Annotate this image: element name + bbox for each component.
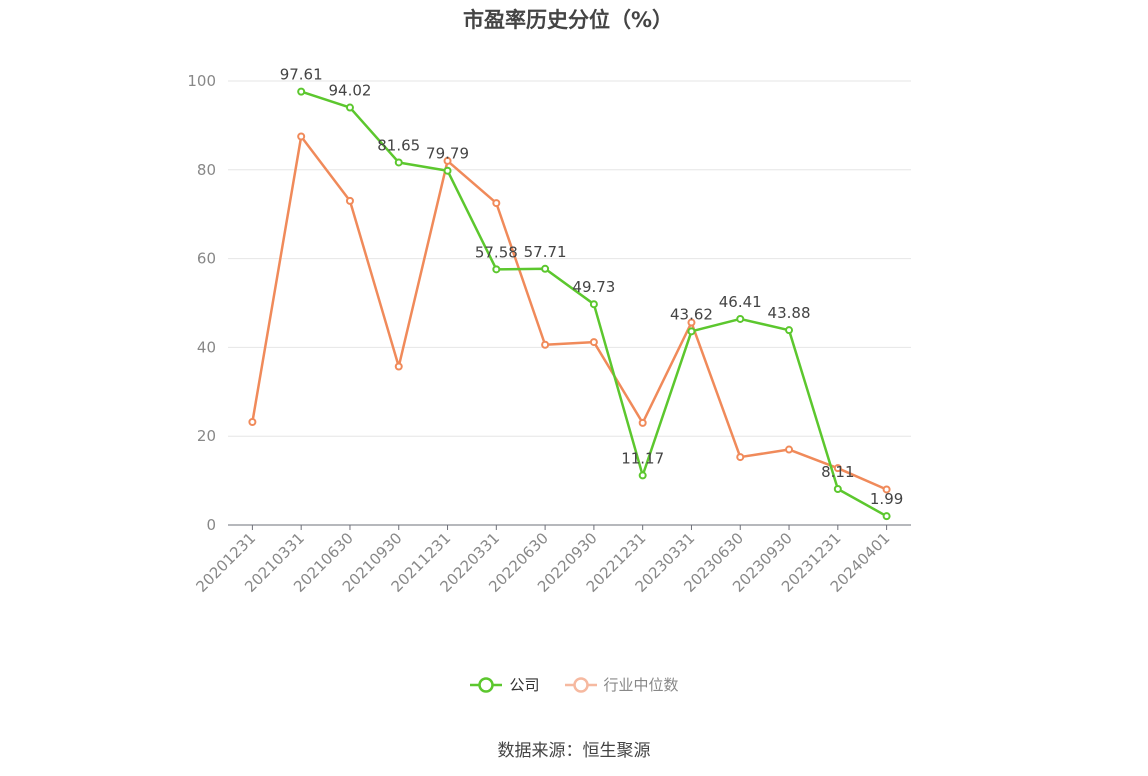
- data-label: 43.88: [768, 304, 811, 322]
- legend-label: 公司: [509, 676, 540, 694]
- legend-item-0[interactable]: 公司: [469, 674, 540, 695]
- data-point[interactable]: [882, 512, 891, 521]
- data-point[interactable]: [687, 327, 696, 336]
- data-label: 97.61: [280, 66, 323, 84]
- data-label: 8.11: [821, 463, 854, 481]
- y-tick-label: 20: [197, 427, 216, 445]
- legend-symbol: [564, 676, 597, 693]
- data-label: 81.65: [377, 136, 420, 154]
- legend-marker: [572, 676, 589, 693]
- data-label: 11.17: [621, 449, 664, 467]
- data-point[interactable]: [394, 362, 403, 371]
- data-label: 46.41: [719, 293, 762, 311]
- data-point[interactable]: [492, 199, 501, 208]
- data-point[interactable]: [248, 417, 257, 426]
- data-point[interactable]: [443, 166, 452, 175]
- chart-title: 市盈率历史分位（%）: [462, 8, 674, 32]
- y-tick-label: 40: [197, 338, 216, 356]
- legend-item-1[interactable]: 行业中位数: [564, 674, 679, 695]
- data-point[interactable]: [394, 158, 403, 167]
- data-point[interactable]: [541, 340, 550, 349]
- legend-label: 行业中位数: [603, 676, 679, 694]
- y-tick-label: 100: [187, 72, 216, 90]
- data-label: 79.79: [426, 145, 469, 163]
- series-layer: [248, 87, 891, 521]
- data-point[interactable]: [736, 453, 745, 462]
- legend-symbol: [470, 676, 503, 693]
- axis-layer: 0204060801002020123120210331202106302021…: [187, 72, 911, 596]
- y-tick-label: 80: [197, 161, 216, 179]
- data-point[interactable]: [785, 326, 794, 335]
- data-point[interactable]: [785, 445, 794, 454]
- data-point[interactable]: [541, 264, 550, 273]
- data-point[interactable]: [638, 418, 647, 427]
- data-point[interactable]: [589, 338, 598, 347]
- grid-layer: [228, 80, 911, 437]
- data-point[interactable]: [492, 265, 501, 274]
- data-point[interactable]: [297, 87, 306, 96]
- data-label: 1.99: [870, 490, 903, 508]
- data-point[interactable]: [297, 132, 306, 141]
- data-label: 57.71: [524, 243, 567, 261]
- y-tick-label: 0: [206, 516, 216, 534]
- data-point[interactable]: [443, 156, 452, 165]
- data-point[interactable]: [882, 485, 891, 494]
- data-label: 49.73: [572, 278, 615, 296]
- series-0: [297, 87, 891, 521]
- series-1: [248, 132, 891, 494]
- series-line: [251, 135, 888, 491]
- legend: 公司 行业中位数: [0, 674, 1148, 695]
- data-label: 43.62: [670, 305, 713, 323]
- data-source-note: 数据来源：恒生聚源: [497, 741, 651, 761]
- data-label-layer: 97.61 94.02 81.65 79.79 57.58 57.71 49.73 11.17…: [280, 66, 904, 509]
- data-point[interactable]: [736, 314, 745, 323]
- data-point[interactable]: [638, 471, 647, 480]
- data-label: 94.02: [328, 82, 371, 100]
- y-tick-label: 60: [197, 250, 216, 268]
- data-point[interactable]: [833, 464, 842, 473]
- legend-marker: [478, 676, 495, 693]
- data-point[interactable]: [345, 103, 354, 112]
- data-point[interactable]: [589, 300, 598, 309]
- data-point[interactable]: [687, 318, 696, 327]
- data-point[interactable]: [345, 196, 354, 205]
- data-label: 57.58: [475, 243, 518, 261]
- data-point[interactable]: [833, 484, 842, 493]
